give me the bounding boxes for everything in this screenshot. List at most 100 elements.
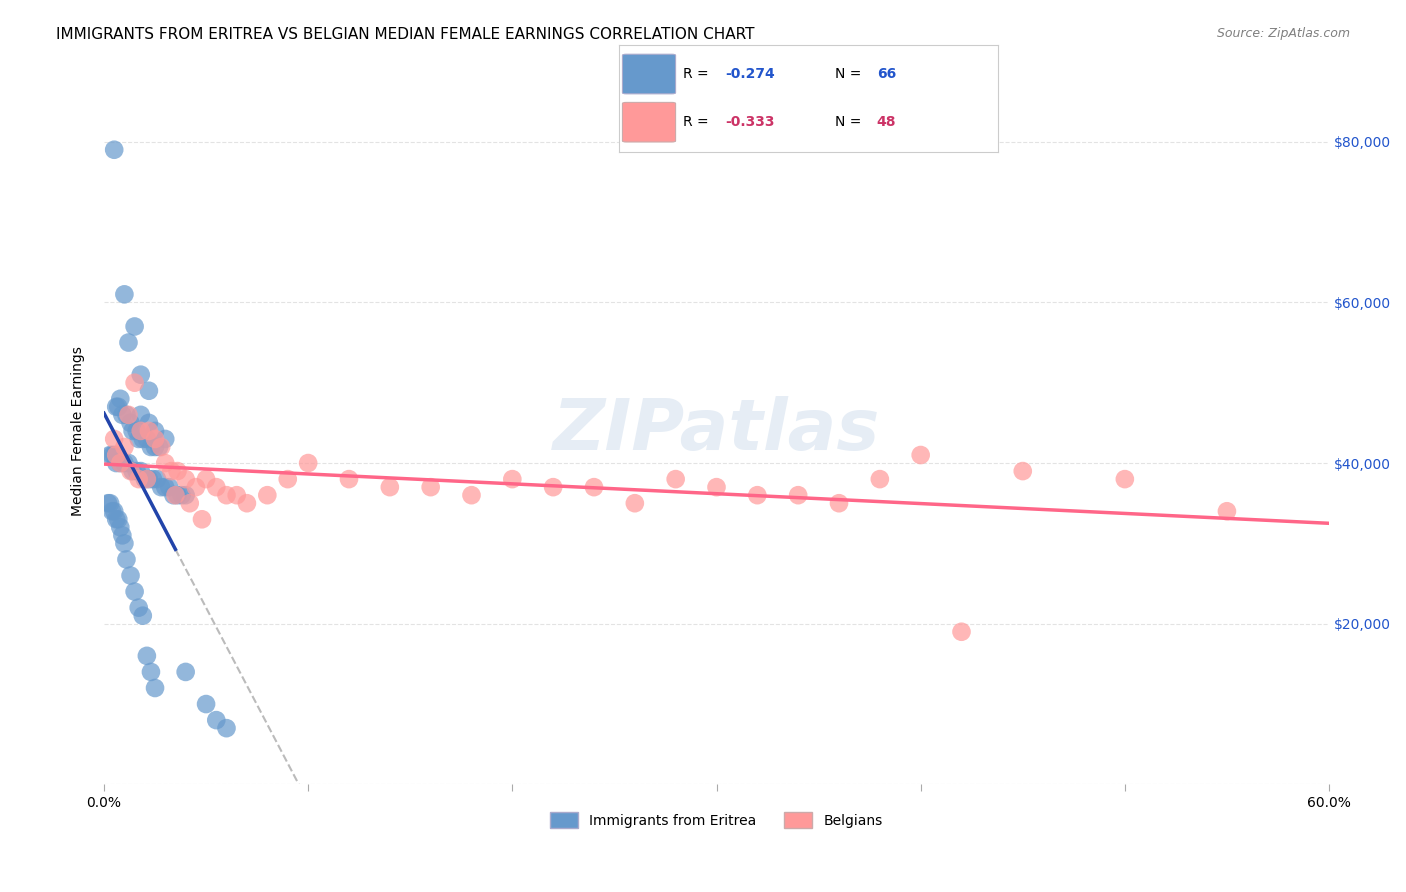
Point bbox=[150, 440, 173, 454]
Point bbox=[256, 488, 278, 502]
Point bbox=[174, 488, 197, 502]
Point bbox=[215, 721, 238, 735]
Point bbox=[135, 472, 157, 486]
Point bbox=[184, 480, 207, 494]
Point bbox=[460, 488, 482, 502]
Point bbox=[103, 432, 125, 446]
Text: -0.274: -0.274 bbox=[725, 67, 775, 80]
Point bbox=[117, 335, 139, 350]
Point bbox=[110, 456, 132, 470]
Point bbox=[120, 416, 142, 430]
Point bbox=[950, 624, 973, 639]
Point bbox=[105, 448, 128, 462]
FancyBboxPatch shape bbox=[623, 54, 675, 94]
Point bbox=[143, 432, 166, 446]
Point bbox=[419, 480, 441, 494]
Point bbox=[117, 408, 139, 422]
Y-axis label: Median Female Earnings: Median Female Earnings bbox=[72, 346, 86, 516]
Point bbox=[105, 400, 128, 414]
Point bbox=[111, 528, 134, 542]
Point bbox=[179, 496, 201, 510]
Point bbox=[115, 552, 138, 566]
Point bbox=[101, 448, 124, 462]
Point bbox=[215, 488, 238, 502]
Point bbox=[148, 440, 170, 454]
Point bbox=[103, 143, 125, 157]
Text: R =: R = bbox=[683, 115, 713, 128]
Point bbox=[174, 665, 197, 679]
Point bbox=[157, 480, 180, 494]
Point bbox=[195, 697, 218, 711]
Point bbox=[124, 584, 146, 599]
Point bbox=[111, 408, 134, 422]
Text: 48: 48 bbox=[877, 115, 896, 128]
Point bbox=[132, 608, 155, 623]
Point bbox=[337, 472, 360, 486]
Point bbox=[125, 464, 148, 478]
Point bbox=[105, 456, 128, 470]
Point bbox=[124, 319, 146, 334]
Point bbox=[112, 536, 135, 550]
Point bbox=[110, 392, 132, 406]
Point bbox=[121, 424, 143, 438]
Point bbox=[129, 424, 152, 438]
Text: IMMIGRANTS FROM ERITREA VS BELGIAN MEDIAN FEMALE EARNINGS CORRELATION CHART: IMMIGRANTS FROM ERITREA VS BELGIAN MEDIA… bbox=[56, 27, 755, 42]
Point bbox=[166, 488, 188, 502]
Point bbox=[138, 384, 160, 398]
Point bbox=[582, 480, 605, 494]
Point bbox=[110, 520, 132, 534]
Point bbox=[115, 408, 138, 422]
Text: Source: ZipAtlas.com: Source: ZipAtlas.com bbox=[1216, 27, 1350, 40]
Point bbox=[139, 665, 162, 679]
Point bbox=[277, 472, 299, 486]
Point bbox=[155, 432, 177, 446]
Point bbox=[112, 440, 135, 454]
Point bbox=[541, 480, 564, 494]
Point bbox=[129, 408, 152, 422]
Point bbox=[138, 424, 160, 438]
Point bbox=[139, 440, 162, 454]
Point bbox=[135, 432, 157, 446]
Point bbox=[155, 480, 177, 494]
Point bbox=[910, 448, 932, 462]
Point bbox=[110, 456, 132, 470]
Point bbox=[143, 440, 166, 454]
Point bbox=[146, 472, 169, 486]
Point bbox=[195, 472, 218, 486]
Point bbox=[134, 472, 156, 486]
Point bbox=[97, 496, 120, 510]
Point bbox=[105, 512, 128, 526]
Point bbox=[98, 496, 121, 510]
Point bbox=[155, 456, 177, 470]
Point bbox=[143, 424, 166, 438]
Point bbox=[665, 472, 688, 486]
Point bbox=[869, 472, 891, 486]
Point bbox=[120, 464, 142, 478]
Point bbox=[1011, 464, 1033, 478]
Point bbox=[124, 376, 146, 390]
Text: N =: N = bbox=[835, 67, 866, 80]
Point bbox=[205, 480, 228, 494]
Point bbox=[112, 456, 135, 470]
Point bbox=[162, 488, 184, 502]
Point bbox=[501, 472, 523, 486]
Point bbox=[174, 472, 197, 486]
Point bbox=[378, 480, 401, 494]
Point bbox=[787, 488, 810, 502]
Point bbox=[150, 480, 173, 494]
Point bbox=[160, 464, 183, 478]
Point bbox=[142, 472, 165, 486]
Text: ZIPatlas: ZIPatlas bbox=[553, 396, 880, 466]
Point bbox=[128, 600, 150, 615]
Point bbox=[98, 448, 121, 462]
Text: -0.333: -0.333 bbox=[725, 115, 775, 128]
Point bbox=[170, 488, 193, 502]
Point bbox=[135, 648, 157, 663]
Point bbox=[138, 472, 160, 486]
Point bbox=[125, 424, 148, 438]
Point bbox=[138, 416, 160, 430]
Point bbox=[236, 496, 259, 510]
Point bbox=[1114, 472, 1136, 486]
Point bbox=[706, 480, 728, 494]
Point bbox=[103, 448, 125, 462]
